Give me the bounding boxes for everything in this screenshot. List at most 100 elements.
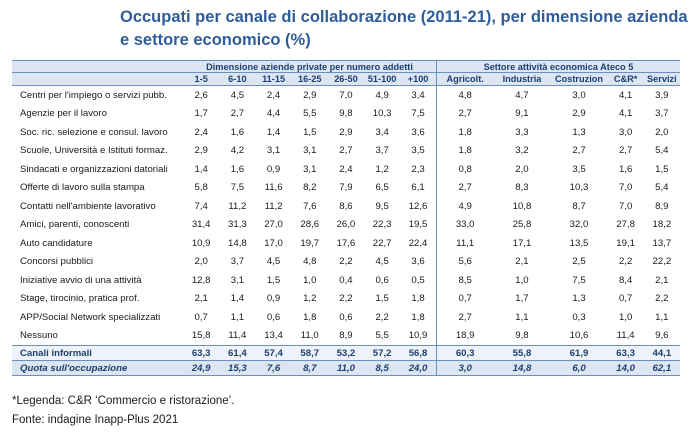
table-cell: 8,6 [339, 200, 353, 212]
table-row: Concorsi pubblici 2,0 3,7 4,5 4,8 2,2 4,5 3,6 5,… [12, 252, 680, 271]
table-row: Soc. ric. selezione e consul. lavoro 2,4 1… [12, 123, 680, 142]
table-cell: 33,0 [435, 215, 494, 234]
table-cell: 2,0 [194, 256, 208, 268]
table-cell: 2,7 [230, 108, 245, 120]
table-cell: 15,3 [219, 360, 256, 376]
table-cell: 7,9 [339, 182, 353, 194]
table-cell: 22,4 [408, 237, 428, 249]
row-label: Amici, parenti, conoscenti [20, 219, 130, 231]
table-cell: 3,6 [411, 126, 425, 138]
table-cell: 3,4 [411, 89, 425, 101]
table-cell: 13,7 [652, 237, 672, 249]
table-cell: 0,9 [266, 163, 281, 175]
table-cell: 0,7 [435, 289, 494, 308]
row-label: Iniziative avvio di una attività [20, 274, 142, 286]
table-cell: 8,7 [572, 200, 586, 212]
table-cell: 7,0 [339, 89, 353, 101]
table-cell: 14,8 [493, 360, 551, 376]
table-cell: 18,9 [435, 326, 494, 346]
table-cell: 7,5 [230, 182, 245, 194]
group-header-size: Dimensione aziende private per numero ad… [183, 60, 437, 73]
table-cell: 1,5 [266, 274, 281, 286]
table-cell: 4,1 [618, 108, 633, 120]
column-header: +100 [400, 72, 437, 86]
table-cell: 27,0 [264, 219, 283, 231]
table-cell: 8,5 [364, 360, 401, 376]
table-cell: 3,2 [515, 145, 529, 157]
column-header: 6-10 [219, 72, 256, 86]
table-cell: 3,1 [303, 145, 317, 157]
table-cell: 1,4 [230, 293, 245, 305]
table-cell: 1,1 [655, 311, 669, 323]
table-cell: 12,6 [408, 200, 428, 212]
table-cell: 4,9 [375, 89, 389, 101]
table-cell: 3,3 [515, 126, 529, 138]
table-cell: 11,6 [264, 182, 283, 194]
table-cell: 9,6 [655, 330, 669, 342]
table-cell: 2,7 [435, 104, 494, 123]
table-cell: 22,7 [372, 237, 392, 249]
table-cell: 0,7 [618, 293, 633, 305]
table-cell: 8,4 [618, 274, 633, 286]
table-row: Stage, tirocinio, pratica prof. 2,1 1,4 0,9… [12, 289, 680, 308]
table-cell: 1,8 [435, 123, 494, 142]
table-cell: 7,4 [194, 200, 208, 212]
table-cell: 2,4 [194, 126, 208, 138]
table-cell: 2,1 [194, 293, 208, 305]
table-cell: 4,1 [618, 89, 633, 101]
column-header: 26-50 [327, 72, 365, 86]
table-cell: 14,8 [228, 237, 247, 249]
table-cell: 0,5 [411, 274, 425, 286]
table-cell: 2,2 [339, 256, 353, 268]
table-cell: 26,0 [336, 219, 356, 231]
table-cell: 0,3 [572, 311, 586, 323]
table-row: Nessuno 15,8 11,4 13,4 11,0 8,9 5,5 10,9 18,9 9,8… [12, 326, 680, 346]
table-cell: 1,0 [303, 274, 317, 286]
table-cell: 8,5 [435, 271, 494, 290]
table-cell: 3,6 [411, 256, 425, 268]
table-cell: 1,1 [230, 311, 245, 323]
table-cell: 6,1 [411, 182, 425, 194]
table-row: Scuole, Università e Istituti formaz. 2,9… [12, 141, 680, 160]
row-label: Centri per l'impiego o servizi pubb. [20, 89, 167, 101]
table-cell: 1,7 [194, 108, 208, 120]
table-cell: 10,8 [512, 200, 532, 212]
table-cell: 2,4 [339, 163, 353, 175]
table-cell: 4,4 [266, 108, 281, 120]
table-cell: 7,0 [618, 200, 633, 212]
table-cell: 57,2 [364, 345, 401, 361]
table-cell: 8,9 [655, 200, 669, 212]
table-cell: 3,1 [230, 274, 245, 286]
row-label: Offerte di lavoro sulla stampa [20, 182, 145, 194]
table-cell: 9,1 [515, 108, 529, 120]
table-cell: 2,0 [515, 163, 529, 175]
table-row: Contatti nell'ambiente lavorativo 7,4 11,2… [12, 197, 680, 216]
row-label: Stage, tirocinio, pratica prof. [20, 293, 140, 305]
column-header: Agricolt. [435, 72, 494, 86]
table-cell: 63,3 [607, 345, 644, 361]
table-cell: 9,5 [375, 200, 389, 212]
table-cell: 9,8 [339, 108, 353, 120]
table-cell: 11,0 [300, 330, 319, 342]
table-row: Iniziative avvio di una attività 12,8 3,1 1… [12, 271, 680, 290]
table-row: Offerte di lavoro sulla stampa 5,8 7,5 11,6… [12, 178, 680, 197]
table-cell: 3,7 [655, 108, 669, 120]
table-cell: 7,0 [618, 182, 633, 194]
group-header-row: Dimensione aziende private per numero ad… [12, 60, 680, 73]
table-cell: 53,2 [327, 345, 365, 361]
table-cell: 1,8 [411, 293, 425, 305]
table-cell: 3,7 [230, 256, 245, 268]
table-cell: 62,1 [643, 360, 680, 376]
table-row: Auto candidature 10,9 14,8 17,0 19,7 17,6 22,7… [12, 234, 680, 253]
table-row: Agenzie per il lavoro 1,7 2,7 4,4 5,5 9,8 10,3… [12, 104, 680, 123]
table-cell: 10,6 [569, 330, 589, 342]
table-cell: 32,0 [569, 219, 589, 231]
table-row: Centri per l'impiego o servizi pubb. 2,6 4… [12, 85, 680, 105]
table-cell: 27,8 [616, 219, 635, 231]
table-cell: 61,9 [550, 345, 608, 361]
table-cell: 2,3 [411, 163, 425, 175]
total-row-canali-informali: Canali informali 63,3 61,4 57,4 58,7 53,2 57,2… [12, 345, 680, 361]
table-cell: 2,7 [618, 145, 633, 157]
table-cell: 1,2 [303, 293, 317, 305]
table-cell: 0,6 [339, 311, 353, 323]
